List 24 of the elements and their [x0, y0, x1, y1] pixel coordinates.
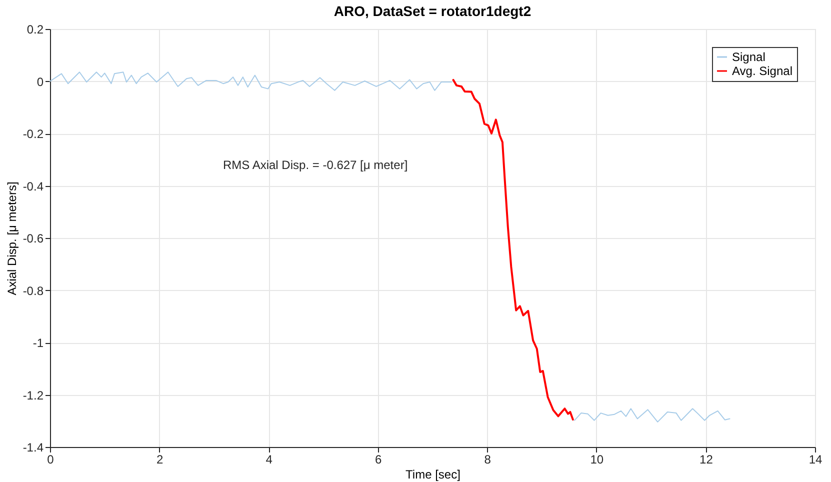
y-tick-label: -1.2	[22, 388, 44, 402]
legend-label: Signal	[732, 50, 766, 64]
y-tick-label: -0.2	[22, 127, 44, 141]
x-axis-title: Time [sec]	[406, 468, 460, 482]
legend-label: Avg. Signal	[732, 64, 792, 78]
y-tick-label: -0.8	[22, 284, 44, 298]
annotation: RMS Axial Disp. = -0.627 [μ meter]	[223, 158, 408, 172]
x-tick-label: 14	[808, 452, 822, 466]
x-tick-label: 12	[700, 452, 714, 466]
y-tick-label: -1	[32, 336, 44, 350]
x-tick-label: 2	[156, 452, 164, 466]
y-tick-label: -0.6	[22, 232, 44, 246]
x-tick-label: 6	[375, 452, 382, 466]
x-tick-label: 0	[47, 452, 54, 466]
line-series	[452, 78, 574, 421]
y-tick-label: -0.4	[22, 179, 44, 194]
x-tick-label: 10	[590, 452, 604, 466]
y-axis-title: Axial Disp. [μ meters]	[4, 182, 19, 296]
chart-title: ARO, DataSet = rotator1degt2	[334, 3, 532, 19]
x-tick-label: 4	[266, 452, 273, 466]
y-tick-label: -1.4	[22, 440, 44, 454]
y-tick-label: 0	[36, 74, 44, 89]
x-tick-label: 8	[484, 452, 492, 466]
y-tick-label: 0.2	[26, 22, 44, 36]
